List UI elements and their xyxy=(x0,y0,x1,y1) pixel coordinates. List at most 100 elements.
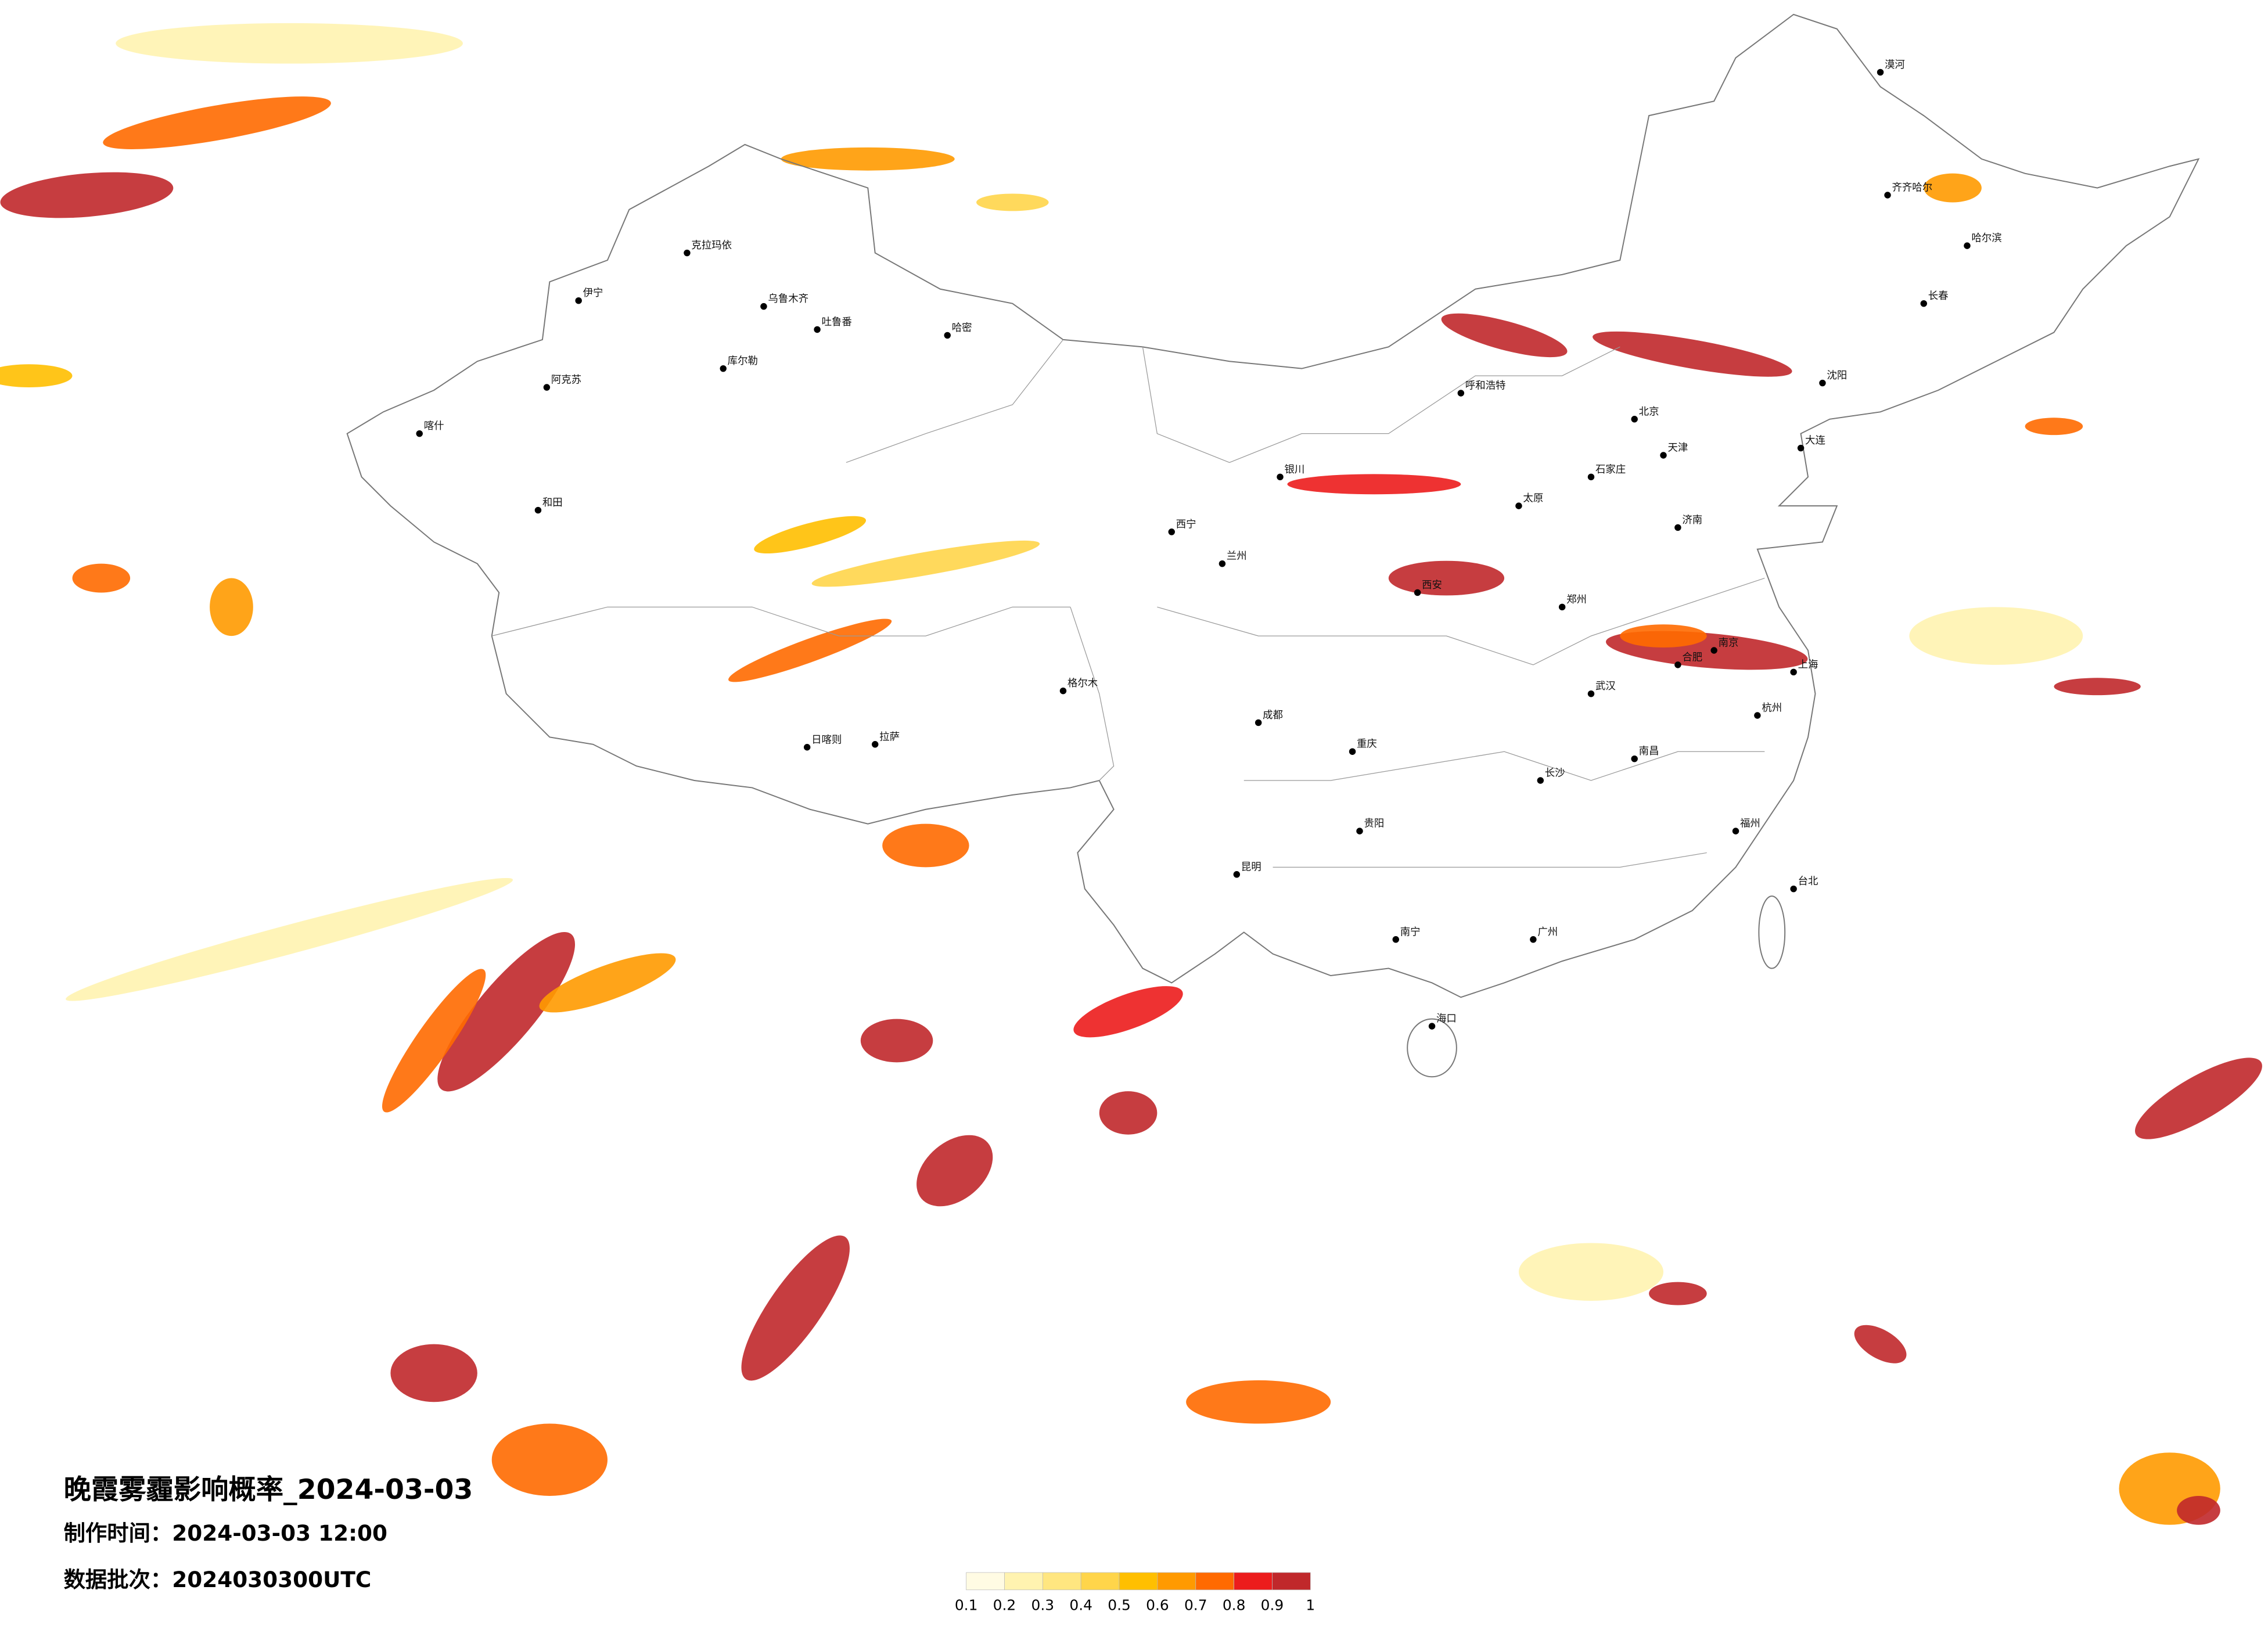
city-label: 库尔勒 xyxy=(728,355,758,367)
city-label: 齐齐哈尔 xyxy=(1892,182,1932,194)
haze-area xyxy=(741,1235,850,1381)
haze-area xyxy=(2177,1496,2220,1525)
map-title: 晚霞雾霾影响概率_2024-03-03 xyxy=(64,1474,473,1506)
haze-area xyxy=(1287,474,1461,495)
haze-area xyxy=(103,96,331,149)
made-time: 制作时间：2024-03-03 12:00 xyxy=(64,1520,387,1546)
haze-area xyxy=(860,1019,933,1063)
city-label: 长沙 xyxy=(1545,768,1565,779)
city-dot xyxy=(684,249,691,257)
haze-area xyxy=(1593,331,1792,377)
haze-area xyxy=(2054,678,2141,696)
legend-tick-label: 0.8 xyxy=(1223,1597,1246,1614)
city-dot xyxy=(814,326,821,333)
city-label: 银川 xyxy=(1285,464,1305,476)
city-dot xyxy=(1587,690,1595,697)
city-label: 格尔木 xyxy=(1067,678,1098,689)
city-dot xyxy=(1059,687,1067,695)
haze-area xyxy=(491,1423,608,1496)
city-label: 上海 xyxy=(1798,659,1818,671)
haze-area xyxy=(1099,1091,1158,1135)
city-label: 克拉玛依 xyxy=(691,240,732,251)
city-dot xyxy=(575,297,582,304)
legend-tick-label: 0.4 xyxy=(1069,1597,1092,1614)
city-label: 福州 xyxy=(1740,818,1760,830)
legend-tick-label: 0.3 xyxy=(1031,1597,1055,1614)
city-dot xyxy=(1349,748,1356,755)
haze-area xyxy=(1073,986,1183,1038)
city-label: 郑州 xyxy=(1566,594,1587,606)
legend-tick-label: 0.1 xyxy=(955,1597,978,1614)
city-dot xyxy=(1558,603,1566,611)
city-label: 拉萨 xyxy=(879,731,900,743)
city-label: 大连 xyxy=(1805,435,1825,447)
city-dot xyxy=(1674,661,1681,668)
city-dot xyxy=(871,741,879,748)
legend-tick-label: 0.2 xyxy=(993,1597,1016,1614)
city-label: 吐鲁番 xyxy=(822,316,852,328)
haze-area xyxy=(754,516,867,554)
city-dot xyxy=(1797,444,1805,452)
haze-area xyxy=(1518,1243,1663,1301)
city-label: 哈尔滨 xyxy=(1971,233,2001,244)
city-label: 西宁 xyxy=(1176,519,1196,530)
haze-area xyxy=(72,563,131,593)
legend-swatch xyxy=(1119,1572,1158,1591)
haze-area xyxy=(2025,418,2083,436)
haze-area xyxy=(882,823,969,868)
city-dot xyxy=(1356,828,1363,834)
legend-swatch xyxy=(1157,1572,1196,1591)
legend: 0.1 0.2 0.3 0.4 0.5 0.6 0.7 0.8 0.9 1 xyxy=(955,1572,1315,1614)
city-dot xyxy=(803,744,811,751)
city-label: 太原 xyxy=(1523,493,1543,505)
haze-area xyxy=(539,953,676,1013)
legend-tick-label: 0.5 xyxy=(1108,1597,1131,1614)
city-dot xyxy=(1428,1023,1436,1030)
city-dot xyxy=(1392,936,1399,943)
city-dot xyxy=(1414,589,1421,596)
city-label: 日喀则 xyxy=(811,734,842,746)
city-label: 哈密 xyxy=(952,322,972,334)
legend-swatch xyxy=(1195,1572,1234,1591)
haze-area xyxy=(976,193,1049,211)
city-dot xyxy=(1819,379,1826,387)
city-label: 伊宁 xyxy=(583,287,603,299)
city-dot xyxy=(1457,390,1465,397)
haze-area xyxy=(1441,313,1568,358)
haze-area xyxy=(66,877,513,1001)
haze-area xyxy=(1854,1325,1907,1364)
haze-area xyxy=(382,969,486,1113)
city-label: 石家庄 xyxy=(1595,464,1626,476)
haze-area xyxy=(2135,1057,2262,1139)
city-dot xyxy=(534,506,542,514)
city-dot xyxy=(944,332,951,339)
city-label: 南昌 xyxy=(1639,746,1659,757)
city-label: 合肥 xyxy=(1682,652,1702,663)
legend-tick-label: 1 xyxy=(1306,1597,1315,1614)
haze-area xyxy=(0,172,174,218)
city-dot xyxy=(1530,936,1537,943)
city-dot xyxy=(1515,502,1522,509)
hainan-outline xyxy=(1407,1018,1457,1078)
city-label: 南京 xyxy=(1719,638,1739,649)
city-dot xyxy=(1920,300,1928,307)
haze-area xyxy=(781,147,955,171)
city-dot xyxy=(1884,192,1891,199)
legend-swatch xyxy=(1080,1572,1120,1591)
haze-area xyxy=(0,364,73,388)
city-label: 和田 xyxy=(542,497,563,509)
city-dot xyxy=(1732,828,1739,834)
haze-layer xyxy=(0,23,2262,1525)
china-outline xyxy=(346,13,2200,998)
city-dot xyxy=(1710,647,1717,654)
haze-area xyxy=(1924,173,1982,203)
legend-swatch xyxy=(1042,1572,1081,1591)
haze-area xyxy=(210,578,253,636)
city-label: 北京 xyxy=(1639,406,1659,418)
legend-swatch xyxy=(966,1572,1005,1591)
city-label: 天津 xyxy=(1667,443,1688,454)
city-dot xyxy=(416,430,423,437)
